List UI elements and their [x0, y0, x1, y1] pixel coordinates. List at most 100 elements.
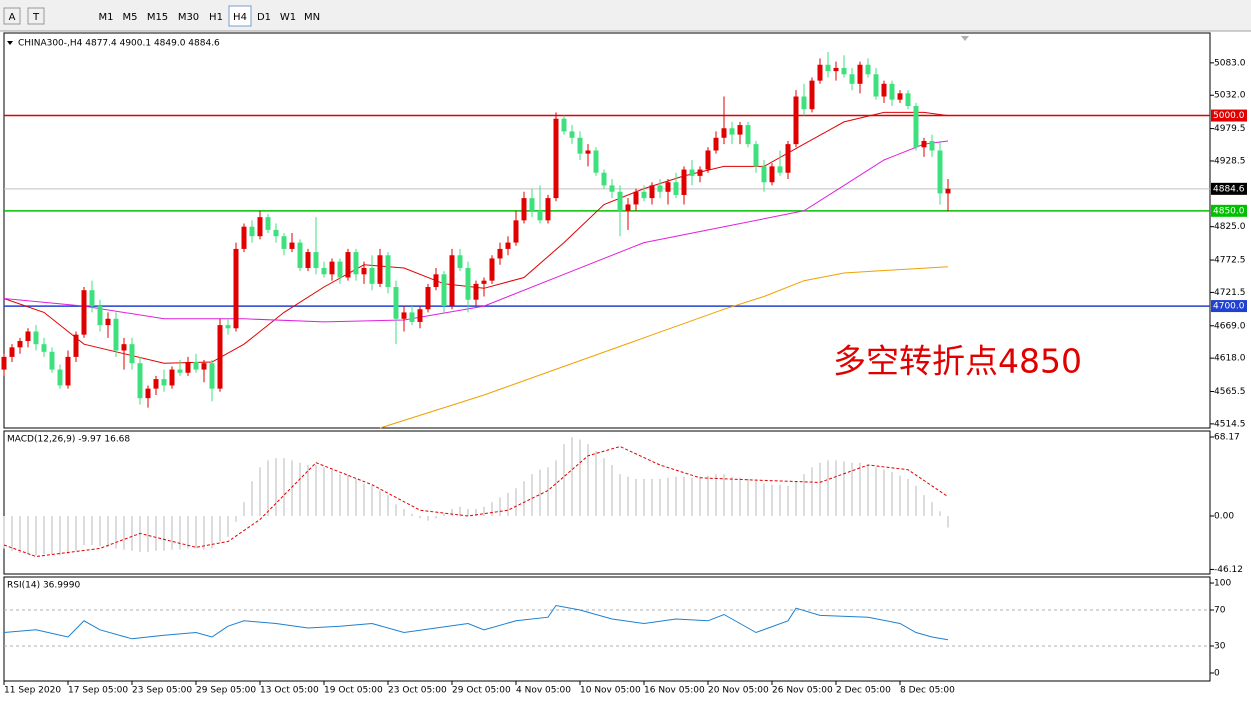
timeframe-button[interactable]: M1 [99, 12, 114, 23]
plot: CHINA300-,H4 4877.4 4900.1 4849.0 4884.6… [1, 39, 1247, 696]
candle-body [385, 255, 391, 288]
x-tick-label: 26 Nov 05:00 [772, 686, 833, 696]
timeframe-button[interactable]: M15 [147, 12, 168, 23]
candle-body [737, 125, 743, 135]
candle-body [857, 64, 863, 84]
candle-body [345, 252, 351, 278]
level-tag [1211, 204, 1247, 217]
x-tick-label: 17 Sep 05:00 [68, 686, 128, 696]
candle-body [785, 144, 791, 173]
y-tick-label: 4618.0 [1214, 354, 1246, 364]
candle-body [697, 169, 703, 176]
level-label: 4700.0 [1213, 302, 1245, 312]
candle-body [817, 64, 823, 81]
y-tick-label: 30 [1214, 641, 1226, 651]
candle-body [689, 169, 695, 176]
timeframe-button[interactable]: D1 [257, 12, 271, 23]
tool-label[interactable]: A [9, 12, 16, 23]
candle-body [73, 334, 79, 357]
candle-body [561, 118, 567, 132]
candle-body [905, 93, 911, 107]
candle-body [553, 118, 559, 199]
y-tick-label: 4721.5 [1214, 288, 1246, 298]
candle-body [545, 198, 551, 221]
candle-body [777, 166, 783, 173]
candle-body [337, 261, 343, 278]
y-tick-label: 4772.5 [1214, 256, 1246, 266]
candle-body [241, 226, 247, 249]
candle-body [57, 369, 63, 386]
candle-body [257, 217, 263, 237]
candle-body [297, 242, 303, 268]
last-price-tag [1211, 182, 1247, 195]
candle-body [41, 344, 47, 352]
moving-average [3, 140, 949, 323]
level-label: 4850.0 [1213, 206, 1245, 216]
active-timeframe[interactable] [228, 5, 252, 27]
y-tick-label: 0 [1214, 668, 1220, 678]
timeframe-button[interactable]: H1 [209, 12, 223, 23]
candle-body [225, 325, 231, 329]
timeframe-button[interactable]: M5 [123, 12, 138, 23]
x-tick-label: 11 Sep 2020 [4, 686, 61, 696]
y-tick-label: 100 [1214, 579, 1231, 589]
timeframe-button[interactable]: MN [304, 12, 320, 23]
candle-body [97, 306, 103, 326]
x-tick-label: 13 Oct 05:00 [260, 686, 319, 696]
timeframe-button[interactable]: H4 [233, 12, 247, 23]
moving-average [3, 111, 949, 364]
candle-body [577, 137, 583, 154]
candle-body [417, 309, 423, 322]
timeframe-button[interactable]: M30 [178, 12, 199, 23]
candle-body [489, 258, 495, 281]
candle-body [465, 267, 471, 300]
candle-body [809, 80, 815, 110]
macd-panel [3, 430, 1211, 575]
tool-label[interactable]: T [32, 12, 40, 23]
candle-body [641, 191, 647, 199]
tool-button[interactable] [3, 7, 21, 25]
candle-body [865, 64, 871, 75]
x-tick-label: 20 Nov 05:00 [708, 686, 769, 696]
candle-body [593, 150, 599, 173]
candle-body [425, 287, 431, 310]
candle-body [89, 290, 95, 307]
chart-title: RSI(14) 36.9990 [7, 581, 80, 591]
candle-body [529, 198, 535, 211]
candle-body [273, 229, 279, 237]
x-tick-label: 8 Dec 05:00 [900, 686, 955, 696]
x-tick-label: 4 Nov 05:00 [516, 686, 571, 696]
y-tick-label: 5032.0 [1214, 91, 1246, 101]
candle-body [353, 252, 359, 275]
candle-body [289, 242, 295, 249]
candle-body [409, 312, 415, 322]
candle-body [601, 172, 607, 186]
candle-body [121, 344, 127, 351]
y-tick-label: 70 [1214, 606, 1226, 616]
tool-button[interactable] [27, 7, 45, 25]
candle-body [849, 74, 855, 84]
rsi-line [3, 604, 949, 641]
y-tick-label: 4825.0 [1214, 222, 1246, 232]
candle-body [169, 369, 175, 386]
x-tick-label: 29 Sep 05:00 [196, 686, 256, 696]
y-tick-label: 68.17 [1214, 433, 1240, 443]
candle-body [161, 379, 167, 386]
candle-body [897, 93, 903, 100]
timeframe-button[interactable]: W1 [280, 12, 296, 23]
candle-body [265, 217, 271, 230]
candle-body [65, 356, 71, 386]
candle-body [921, 140, 927, 148]
candle-body [729, 128, 735, 135]
candle-body [457, 255, 463, 268]
chart-title: MACD(12,26,9) -9.97 16.68 [7, 435, 130, 445]
candle-body [1, 356, 7, 370]
y-tick-label: 4979.5 [1214, 124, 1246, 134]
x-tick-label: 16 Nov 05:00 [644, 686, 705, 696]
candle-body [17, 340, 23, 348]
dropdown-arrow[interactable] [7, 41, 13, 45]
candle-body [25, 331, 31, 341]
candle-body [481, 280, 487, 284]
candle-body [713, 137, 719, 151]
x-tick-label: 29 Oct 05:00 [452, 686, 511, 696]
